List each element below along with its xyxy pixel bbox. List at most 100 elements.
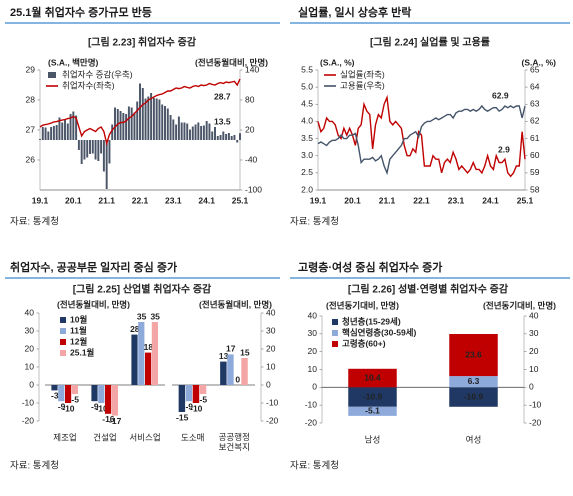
y-tick-label: 30 [529,328,539,338]
legend-swatch [48,72,56,78]
bar [50,127,53,140]
y-tick-label: -20 [305,417,318,427]
annotation: 28.7 [214,91,231,101]
bar-segment [449,334,498,377]
x-tick-label: 25.1 [517,195,534,205]
bar [61,122,64,140]
bar-segment [449,387,498,407]
y-tick-label: 27 [26,124,36,134]
bar [58,385,65,402]
bar [151,322,158,385]
y-tick-label: 30 [308,328,318,338]
y-tick-label: -10 [22,397,35,407]
x-tick-label: 공공행정 보건복지 [219,432,250,452]
y-tick-label: 64 [530,81,540,91]
bar [41,127,44,140]
data-label: -10.9 [363,391,383,401]
data-label: -10 [62,403,75,413]
y-tick-label: 40 [266,307,276,317]
bar [122,113,125,140]
bar [52,126,55,140]
y-axis-label: (S.A., 백만명) [48,57,99,67]
bar [105,140,108,189]
source-note: 자료: 통계청 [10,460,59,472]
bar [233,135,236,140]
y-tick-label: -20 [22,415,35,425]
figure-caption: [그림 2.24] 실업률 및 고용률 [370,36,490,49]
bar [47,131,50,140]
data-label: -10 [190,403,203,413]
legend-swatch [332,330,338,336]
data-label: -9 [91,401,99,411]
y-tick-label: -10 [529,399,542,409]
y-tick-label: 2.0 [301,184,313,194]
bar [75,115,78,140]
bar [119,111,122,140]
y-tick-label: 5.5 [301,64,313,74]
bar [39,139,41,140]
data-label: -10.9 [464,391,484,401]
bar [219,135,222,140]
y-tick-label: 4.5 [301,99,313,109]
y2-axis-label: (S.A., %) [522,57,557,67]
bar [105,385,112,414]
panel-heading: 25.1월 취업자수 증가규모 반등 [10,5,152,19]
y-tick-label: 40 [25,307,35,317]
data-label: -15 [176,412,189,422]
x-tick-label: 21.1 [98,195,115,205]
y-tick-label: 60 [530,150,540,160]
bar-segment [348,368,397,388]
y-tick-label: 28 [26,94,36,104]
data-label: 10.4 [364,372,381,382]
bar [199,385,207,394]
bar [130,107,133,140]
data-label: 6.3 [468,376,480,386]
y-tick-label: 30 [25,325,35,335]
x-tick-label: 여성 [466,434,482,444]
bar [220,361,227,385]
y-tick-label: 4.0 [301,116,313,126]
y-tick-label: 20 [245,124,255,134]
source-note: 자료: 통계청 [10,216,59,228]
bar [58,117,61,140]
y2-axis-label: (전년동기대비, 만명) [483,300,556,310]
legend-label: 10월 [70,314,87,324]
bar [69,114,72,140]
bar [100,140,103,154]
bar [152,98,155,140]
y-tick-label: 0 [529,382,534,392]
data-label: -17 [109,416,122,426]
y-tick-label: -10 [305,399,318,409]
y-tick-label: 80 [245,94,255,104]
legend-label: 11월 [70,325,87,335]
y-tick-label: 0 [29,379,34,389]
bar [202,125,205,140]
x-tick-label: 23.1 [448,195,465,205]
data-label: 0 [235,374,240,384]
bar [147,96,150,140]
x-tick-label: 24.1 [482,195,499,205]
bar [200,126,203,140]
y-tick-label: 10 [266,361,276,371]
bar [175,124,178,140]
bar [141,88,144,140]
bar [236,140,239,143]
data-label: 18 [144,342,154,352]
bar [189,129,191,140]
bar [66,123,69,140]
bar [44,127,47,140]
y-tick-label: -40 [245,154,258,164]
bar [77,140,80,150]
bar [83,140,86,160]
bar [183,122,186,140]
legend-label: 취업자수(좌축) [62,80,115,90]
panel-heading: 실업률, 일시 상승후 반락 [298,5,411,19]
y-tick-label: 10 [529,364,539,374]
y-tick-label: 61 [530,133,540,143]
bar [125,114,128,140]
legend-swatch [332,341,338,347]
x-tick-label: 19.1 [310,195,327,205]
data-label: -3 [51,391,59,401]
bar [178,385,186,412]
y-tick-label: 20 [308,346,318,356]
